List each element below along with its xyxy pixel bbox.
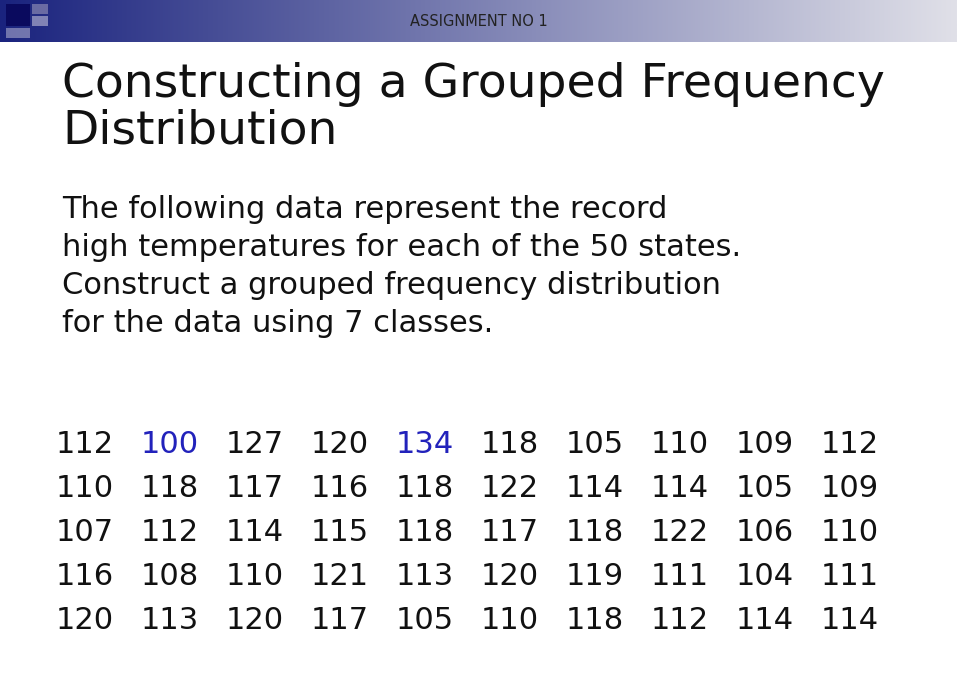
Text: 118: 118 [141,474,199,503]
Text: high temperatures for each of the 50 states.: high temperatures for each of the 50 sta… [62,233,741,262]
Text: Distribution: Distribution [62,108,338,153]
Text: 120: 120 [311,430,369,459]
Text: Constructing a Grouped Frequency: Constructing a Grouped Frequency [62,62,885,107]
Text: 114: 114 [651,474,709,503]
Text: 118: 118 [566,518,624,547]
Text: 134: 134 [396,430,455,459]
Text: 106: 106 [736,518,794,547]
Text: 112: 112 [141,518,199,547]
Text: 116: 116 [56,562,114,591]
Text: 116: 116 [311,474,369,503]
Text: for the data using 7 classes.: for the data using 7 classes. [62,309,493,338]
Text: 110: 110 [651,430,709,459]
Text: 114: 114 [821,606,879,635]
Bar [6,28,30,38]
Text: 105: 105 [566,430,624,459]
Bar [32,16,48,26]
Text: 115: 115 [311,518,369,547]
Bar [32,4,48,14]
Text: Construct a grouped frequency distribution: Construct a grouped frequency distributi… [62,271,721,300]
Text: 114: 114 [566,474,624,503]
Text: 113: 113 [141,606,199,635]
Text: 111: 111 [821,562,879,591]
Text: 114: 114 [226,518,284,547]
Text: 120: 120 [56,606,114,635]
Text: 117: 117 [226,474,284,503]
Text: 118: 118 [396,474,455,503]
Text: 122: 122 [651,518,709,547]
Text: 127: 127 [226,430,284,459]
Text: 105: 105 [396,606,454,635]
Text: 109: 109 [736,430,794,459]
Text: 110: 110 [56,474,114,503]
Text: 118: 118 [480,430,539,459]
Text: 110: 110 [226,562,284,591]
Text: 118: 118 [396,518,455,547]
Text: 110: 110 [821,518,879,547]
Text: 107: 107 [56,518,114,547]
Text: 114: 114 [736,606,794,635]
Text: 110: 110 [481,606,539,635]
Text: 100: 100 [141,430,199,459]
Text: 113: 113 [396,562,455,591]
Text: 122: 122 [481,474,539,503]
Text: 117: 117 [481,518,539,547]
Text: 117: 117 [311,606,369,635]
Text: 111: 111 [651,562,709,591]
Text: ASSIGNMENT NO 1: ASSIGNMENT NO 1 [410,13,547,29]
Text: 118: 118 [566,606,624,635]
Text: 120: 120 [226,606,284,635]
Text: 120: 120 [481,562,539,591]
Text: 121: 121 [311,562,369,591]
Text: 109: 109 [821,474,879,503]
Text: 112: 112 [821,430,879,459]
Text: The following data represent the record: The following data represent the record [62,195,667,224]
Text: 105: 105 [736,474,794,503]
Text: 112: 112 [651,606,709,635]
Text: 112: 112 [56,430,114,459]
Bar [6,4,30,26]
Text: 119: 119 [566,562,624,591]
Text: 104: 104 [736,562,794,591]
Text: 108: 108 [141,562,199,591]
